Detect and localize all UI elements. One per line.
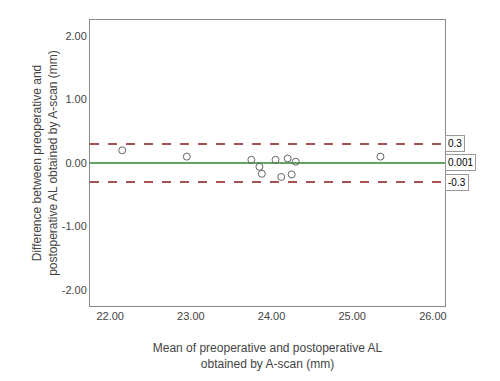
svg-text:-1.00: -1.00: [62, 220, 87, 232]
svg-text:2.00: 2.00: [65, 30, 86, 42]
svg-text:25.00: 25.00: [338, 310, 366, 322]
svg-text:-0.3: -0.3: [448, 177, 466, 188]
svg-text:24.00: 24.00: [258, 310, 286, 322]
svg-text:0.001: 0.001: [448, 157, 473, 168]
svg-text:-2.00: -2.00: [62, 284, 87, 296]
svg-text:22.00: 22.00: [96, 310, 124, 322]
svg-text:23.00: 23.00: [177, 310, 205, 322]
svg-text:26.00: 26.00: [419, 310, 447, 322]
svg-text:1.00: 1.00: [65, 93, 86, 105]
svg-text:Difference between preoperativ: Difference between preoperative andposto…: [30, 50, 60, 276]
svg-text:Mean of preoperative and posto: Mean of preoperative and postoperative A…: [153, 341, 383, 371]
svg-text:0.00: 0.00: [65, 157, 86, 169]
svg-text:0.3: 0.3: [448, 138, 462, 149]
